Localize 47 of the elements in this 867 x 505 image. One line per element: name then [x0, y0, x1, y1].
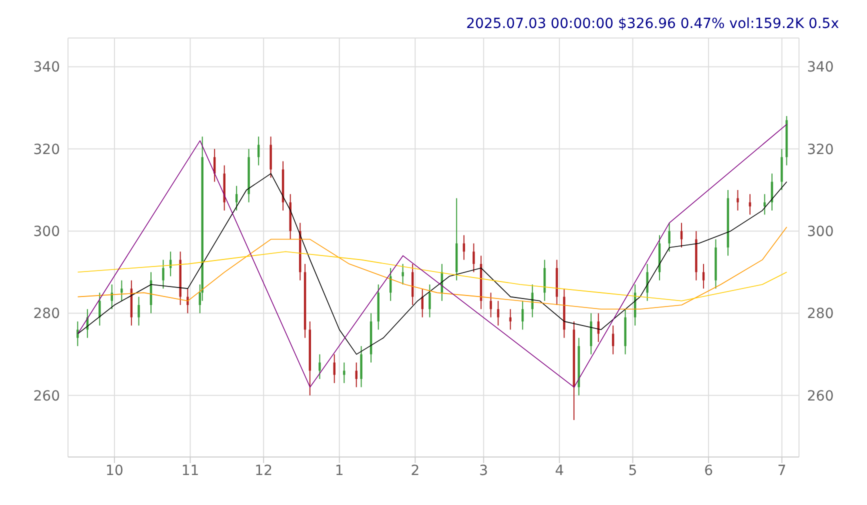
- y-tick-label: 340: [33, 60, 60, 76]
- x-tick-label: 7: [777, 462, 786, 479]
- y-tick-label: 320: [33, 142, 60, 158]
- candlestick: [186, 288, 189, 314]
- candlestick: [120, 280, 123, 302]
- x-tick-label: 11: [181, 462, 200, 479]
- candlestick: [736, 189, 739, 212]
- candlestick: [490, 292, 492, 318]
- x-tick-label: 3: [479, 462, 488, 479]
- y-tick-label: 280: [33, 306, 60, 322]
- x-tick-label: 12: [254, 462, 272, 479]
- candlestick: [522, 300, 524, 330]
- y-tick-label: 300: [33, 224, 60, 240]
- candlestick: [472, 242, 475, 273]
- x-tick-label: 1: [334, 462, 344, 479]
- candlestick: [162, 259, 164, 290]
- y2-tick-label: 280: [807, 306, 834, 322]
- candlestick: [318, 354, 321, 380]
- candlestick: [355, 362, 358, 388]
- x-tick-label: 5: [628, 462, 638, 479]
- candlestick: [646, 263, 648, 302]
- candlestick: [702, 263, 705, 290]
- candlestick: [428, 284, 431, 318]
- candlestick: [680, 222, 683, 248]
- line-series: [77, 251, 788, 302]
- candlestick: [668, 222, 670, 252]
- candlestick: [343, 362, 346, 384]
- x-tick-label: 10: [106, 462, 124, 479]
- candlestick: [138, 296, 140, 326]
- x-tick-label: 2: [410, 462, 420, 479]
- y2-tick-label: 260: [807, 388, 834, 404]
- chart-title: 2025.07.03 00:00:00 $326.96 0.47% vol:159.2K 0.5x: [466, 16, 839, 32]
- candlestick: [76, 320, 79, 347]
- y2-tick-label: 300: [807, 224, 834, 240]
- y-tick-label: 260: [33, 388, 60, 404]
- candlestick: [497, 300, 500, 326]
- line-series: [77, 173, 788, 355]
- candlestick: [235, 185, 238, 212]
- x-tick-label: 6: [704, 462, 714, 479]
- candlestick: [402, 263, 404, 285]
- candlestick: [764, 194, 766, 216]
- y2-tick-label: 340: [807, 60, 834, 76]
- line-series: [77, 226, 788, 310]
- y2-tick-label: 320: [807, 142, 834, 158]
- x-tick-label: 4: [554, 462, 564, 479]
- candlestick: [333, 354, 336, 384]
- candlestick: [98, 292, 101, 326]
